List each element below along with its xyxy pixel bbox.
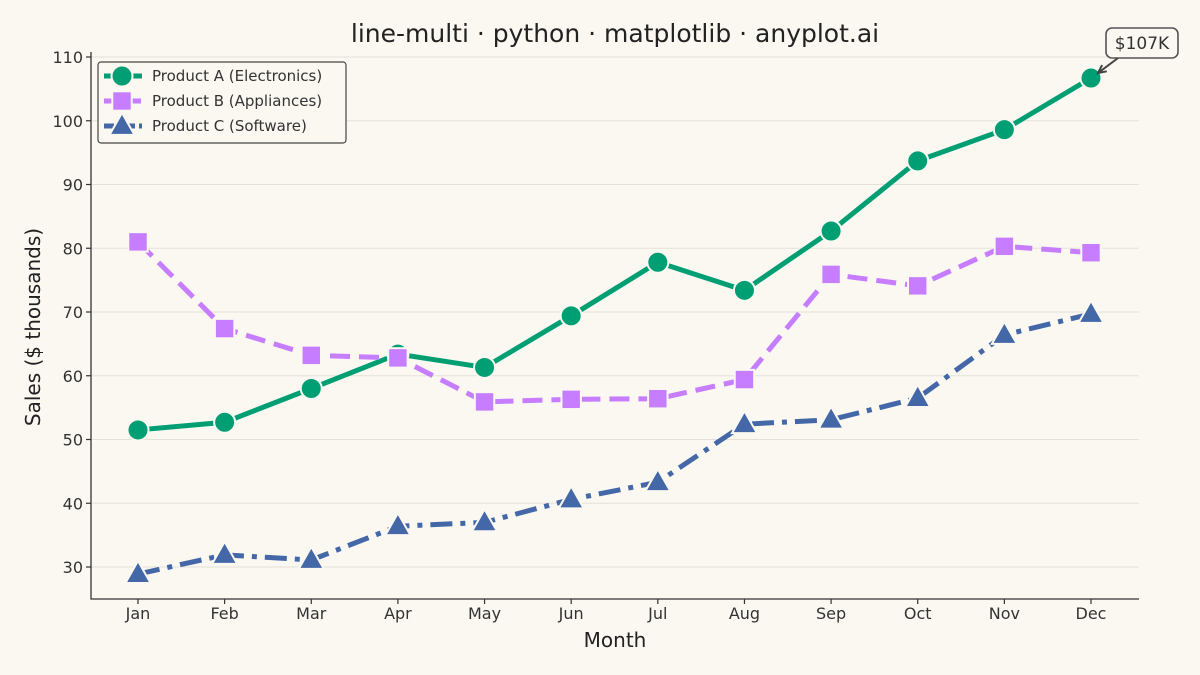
data-point	[730, 409, 759, 435]
data-point	[993, 235, 1016, 258]
data-point	[556, 484, 586, 510]
data-point	[473, 355, 497, 379]
x-tick-label: Oct	[904, 604, 932, 623]
data-point	[907, 275, 929, 297]
data-point	[816, 404, 846, 430]
annotation-label: $107K	[1115, 34, 1170, 54]
x-tick-label: Feb	[210, 604, 238, 623]
x-tick-label: Jul	[647, 604, 667, 623]
annotation-arrowhead	[1096, 64, 1108, 75]
data-point	[297, 544, 326, 570]
series-2	[127, 231, 1102, 413]
legend-label: Product B (Appliances)	[152, 92, 322, 110]
legend-item: Product A (Electronics)	[104, 64, 322, 88]
data-point	[906, 149, 930, 173]
axes	[90, 52, 1139, 600]
series-line	[137, 311, 1092, 577]
data-point	[733, 368, 756, 391]
annotation-group: $107K	[1096, 27, 1179, 75]
data-point	[647, 387, 669, 410]
legend-marker	[107, 110, 137, 136]
y-axis-label: Sales ($ thousands)	[21, 228, 45, 426]
y-tick-label: 70	[63, 303, 83, 322]
data-point	[646, 250, 670, 274]
data-point	[1080, 242, 1102, 264]
x-axis-label: Month	[584, 628, 647, 652]
x-tick-label: Mar	[296, 604, 327, 623]
series-line	[137, 75, 1093, 433]
gridlines	[91, 56, 1139, 568]
annotation-arrow	[1097, 57, 1119, 74]
data-point	[383, 511, 413, 537]
data-point	[643, 467, 673, 493]
series-line	[136, 240, 1092, 405]
x-tick-label: Aug	[729, 604, 760, 623]
legend-item: Product B (Appliances)	[104, 90, 322, 112]
data-point	[127, 231, 149, 253]
y-tick-label: 60	[63, 367, 83, 386]
data-point	[300, 344, 322, 367]
x-tick-label: Jan	[125, 604, 151, 623]
data-point	[560, 388, 582, 411]
data-point	[559, 304, 583, 328]
legend-frame	[97, 61, 347, 144]
data-point	[123, 558, 153, 584]
data-point	[819, 219, 843, 243]
data-point	[210, 539, 239, 565]
data-point	[387, 347, 409, 369]
data-point	[1076, 298, 1106, 324]
x-tick-label: Apr	[384, 604, 412, 623]
chart-title: line-multi · python · matplotlib · anypl…	[351, 19, 879, 48]
data-point	[213, 317, 236, 340]
y-tick-label: 100	[52, 112, 83, 131]
data-point	[732, 278, 756, 302]
y-tick-label: 50	[63, 431, 83, 450]
data-point	[1079, 66, 1103, 90]
legend-label: Product C (Software)	[152, 117, 307, 135]
x-tick-label: Sep	[816, 604, 846, 623]
y-tick-label: 90	[63, 176, 83, 195]
y-tick-label: 80	[63, 239, 83, 258]
axis-spines	[90, 52, 1139, 600]
y-tick-label: 110	[52, 48, 83, 67]
legend-marker	[111, 90, 133, 112]
data-point	[473, 391, 496, 413]
data-point	[990, 319, 1019, 345]
data-point	[213, 410, 237, 434]
annotation-box	[1105, 27, 1179, 59]
y-tick-label: 40	[63, 494, 83, 513]
x-tick-label: Dec	[1076, 604, 1107, 623]
x-tick-label: May	[468, 604, 501, 623]
series-3	[123, 298, 1106, 584]
legend-label: Product A (Electronics)	[152, 67, 322, 85]
x-tick-label: Nov	[989, 604, 1020, 623]
x-tick-label: Jun	[558, 604, 584, 623]
tick-labels: 30 40 50 60 70 80 90 100 110 Jan Feb Mar Apr May Jun Ju…	[52, 48, 1106, 623]
data-point	[992, 118, 1016, 142]
data-point	[820, 263, 842, 286]
data-point	[903, 382, 932, 408]
legend: Product A (Electronics) Product B (Applia…	[97, 61, 347, 144]
data-point	[470, 507, 499, 533]
y-tick-label: 30	[63, 558, 83, 577]
legend-marker	[110, 64, 134, 88]
data-point	[126, 418, 150, 442]
legend-item: Product C (Software)	[104, 110, 307, 136]
data-point	[299, 377, 323, 400]
series-group	[123, 66, 1106, 584]
